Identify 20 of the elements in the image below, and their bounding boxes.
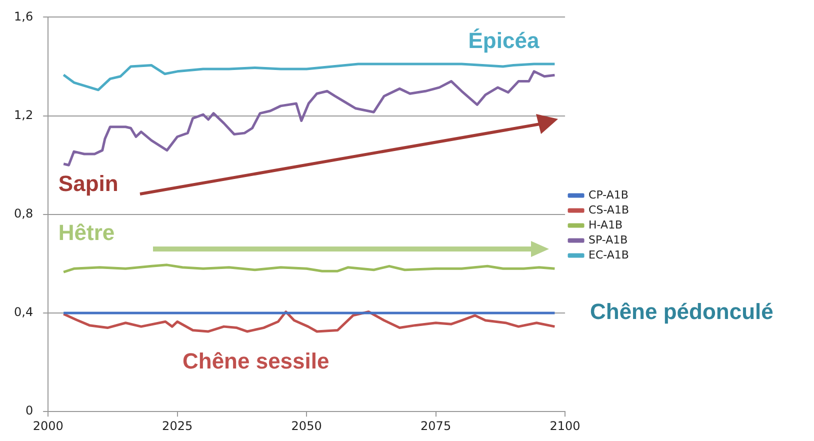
- y-tick-label: 1,2: [14, 108, 34, 122]
- x-tick-label: 2025: [162, 418, 193, 433]
- legend-label: SP-A1B: [588, 233, 628, 246]
- text: Chêne pédonculé: [590, 299, 774, 324]
- x-tick-label: 2075: [420, 418, 452, 433]
- annotation: Hêtre: [58, 220, 115, 246]
- x-tick-label: 2100: [550, 418, 580, 433]
- y-tick-label: 0: [25, 404, 34, 418]
- y-tick-label: 0,8: [14, 206, 34, 221]
- x-tick-label: 2000: [32, 418, 64, 433]
- annotation: Chêne sessile: [182, 348, 330, 374]
- legend-label: H-A1B: [588, 218, 623, 232]
- annotation: Épicéa: [468, 28, 540, 53]
- y-tick-label: 1,6: [14, 9, 34, 24]
- y-tick-label: 0,4: [14, 305, 34, 320]
- legend-label: CP-A1B: [588, 188, 628, 202]
- legend-label: CS-A1B: [588, 203, 630, 216]
- x-tick-label: 2050: [291, 418, 322, 433]
- legend-label: EC-A1B: [588, 248, 629, 262]
- annotation: Sapin: [58, 170, 118, 196]
